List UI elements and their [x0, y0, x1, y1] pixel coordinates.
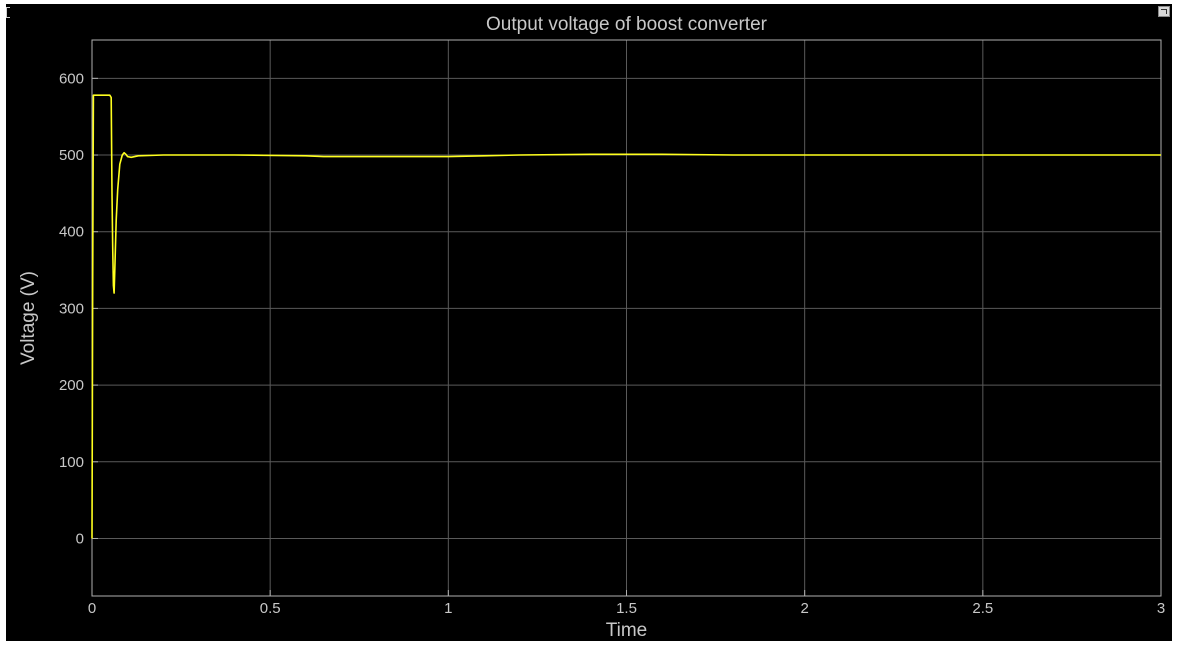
y-tick-label: 600 — [59, 70, 84, 87]
y-axis-label: Voltage (V) — [18, 271, 39, 365]
x-tick-label: 2.5 — [972, 600, 993, 617]
scope-window: 0 0.5 1 1.5 2 2.5 3 0 100 200 300 400 500 600 Output … — [6, 4, 1172, 641]
voltage-trace — [91, 94, 1161, 539]
x-tick-label: 1.5 — [616, 600, 637, 617]
chart-title: Output voltage of boost converter — [486, 14, 768, 35]
panel-marker-icon — [6, 7, 10, 18]
y-tick-label: 100 — [59, 454, 84, 471]
y-tick-label: 500 — [59, 147, 84, 164]
restore-window-icon[interactable] — [1158, 6, 1170, 17]
y-tick-label: 400 — [59, 224, 84, 241]
x-tick-label: 0 — [88, 600, 96, 617]
x-tick-label: 0.5 — [260, 600, 281, 617]
tick-labels: 0 0.5 1 1.5 2 2.5 3 0 100 200 300 400 500 600 — [59, 70, 1165, 617]
x-tick-label: 3 — [1157, 600, 1165, 617]
y-tick-label: 0 — [76, 530, 84, 547]
x-axis-label: Time — [606, 620, 648, 641]
chart: 0 0.5 1 1.5 2 2.5 3 0 100 200 300 400 500 600 Output … — [18, 14, 1165, 641]
y-tick-label: 200 — [59, 377, 84, 394]
x-tick-label: 2 — [800, 600, 808, 617]
grid-lines — [91, 40, 1162, 596]
x-tick-label: 1 — [444, 600, 452, 617]
y-tick-label: 300 — [59, 300, 84, 317]
